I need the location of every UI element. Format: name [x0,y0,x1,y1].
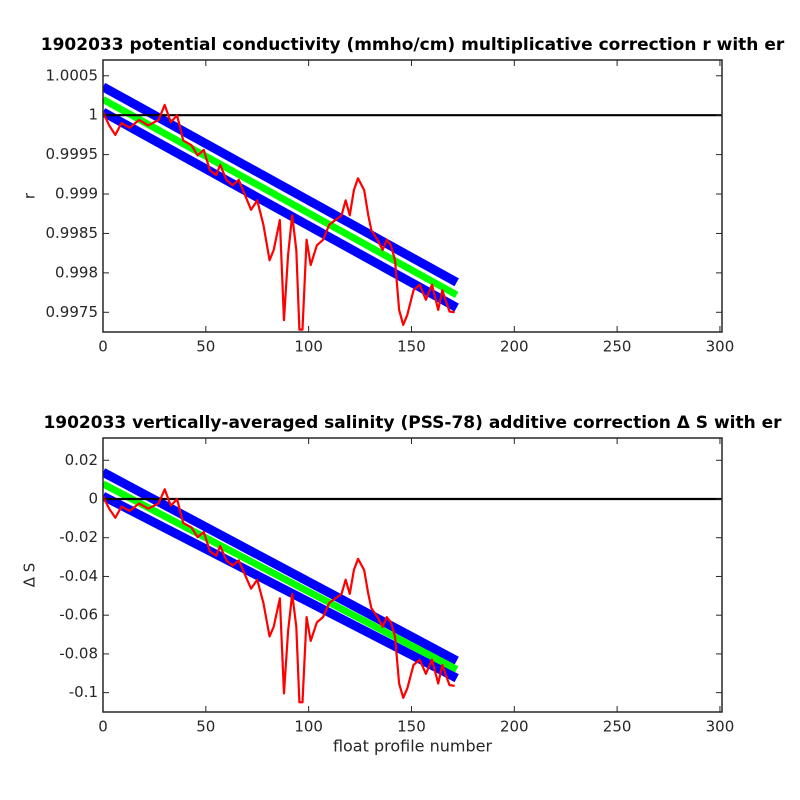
y-tick-label: -0.04 [59,567,98,585]
series-line [103,468,459,665]
y-tick-label: 0.02 [65,451,98,469]
x-tick-label: 200 [500,338,529,356]
y-tick-label: 0.9985 [46,224,99,242]
x-tick-label: 250 [603,338,632,356]
plot-data [103,82,722,331]
y-tick-label: -0.02 [59,528,98,546]
x-tick-label: 200 [500,718,529,736]
series-line [103,82,459,287]
x-tick-label: 150 [397,338,426,356]
y-tick-label: -0.08 [59,644,98,662]
x-axis-label: float profile number [333,737,493,756]
x-tick-label: 300 [706,338,735,356]
x-tick-label: 100 [294,718,323,736]
series-line [103,108,459,312]
chart-title: 1902033 potential conductivity (mmho/cm)… [41,35,785,55]
chart-title: 1902033 vertically-averaged salinity (PS… [43,413,782,433]
y-axis-label: r [21,192,39,199]
y-tick-label: -0.06 [59,606,98,624]
plot-data [103,468,722,704]
y-tick-label: 1.0005 [46,66,99,84]
series-line [103,480,459,673]
axes-box [102,59,723,333]
x-tick-label: 50 [196,718,215,736]
y-tick-label: 1 [88,106,98,124]
y-tick-label: 0.9975 [46,303,99,321]
x-tick-label: 50 [196,338,215,356]
x-tick-label: 250 [603,718,632,736]
x-tick-label: 150 [397,718,426,736]
x-tick-label: 0 [98,718,108,736]
series-line [103,488,455,704]
y-tick-label: 0.998 [55,263,98,281]
y-tick-label: 0.999 [55,185,98,203]
axes-box [102,437,723,713]
x-tick-label: 300 [706,718,735,736]
y-tick-label: -0.1 [69,683,98,701]
y-tick-label: 0.9995 [46,145,99,163]
y-axis-label: Δ S [21,563,39,588]
y-tick-label: 0 [88,489,98,507]
series-line [103,492,459,683]
series-line [103,96,459,299]
x-tick-label: 0 [98,338,108,356]
x-tick-label: 100 [294,338,323,356]
series-line [103,103,455,331]
